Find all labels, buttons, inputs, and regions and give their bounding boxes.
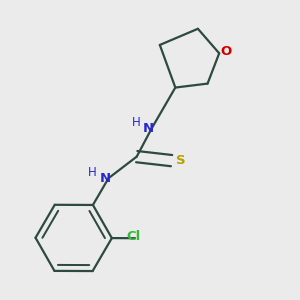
Text: H: H [88,167,97,179]
Text: S: S [176,154,186,167]
Text: Cl: Cl [126,230,140,243]
Text: H: H [132,116,141,129]
Text: N: N [143,122,154,135]
Text: N: N [100,172,111,185]
Text: O: O [221,45,232,58]
